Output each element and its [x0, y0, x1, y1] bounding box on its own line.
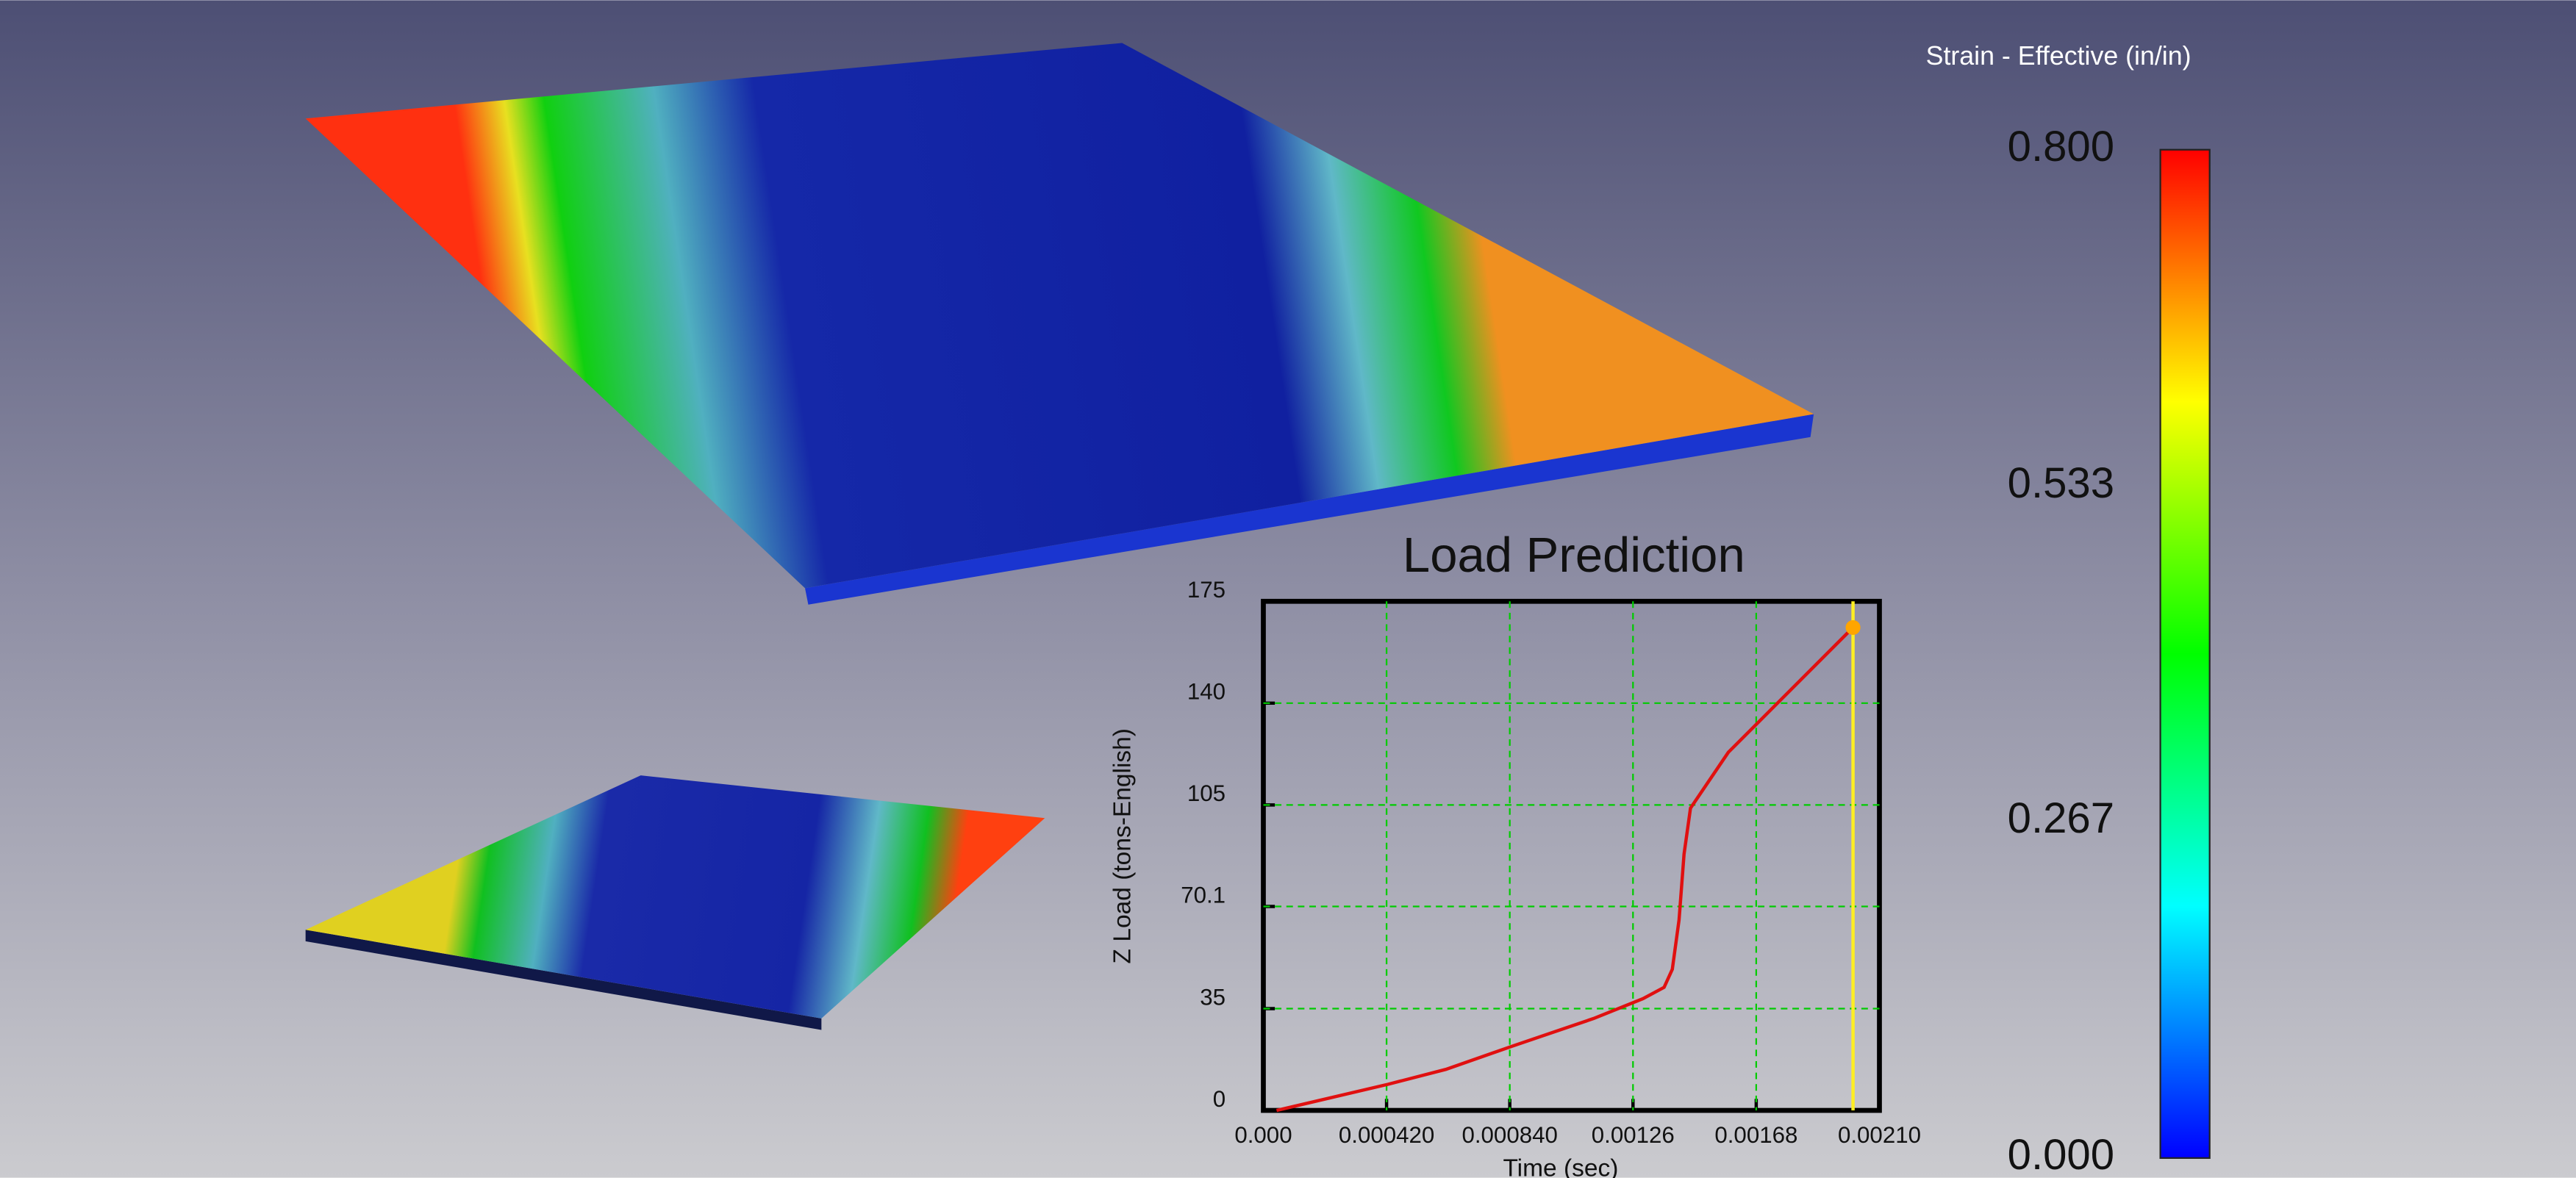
data-line	[1276, 626, 1855, 1113]
y-tick-label: 0	[1213, 1086, 1226, 1112]
y-tick-label: 35	[1200, 984, 1226, 1010]
colorbar-tick-label: 0.533	[2008, 459, 2114, 507]
y-tick-label: 105	[1187, 780, 1226, 806]
x-tick-label: 0.000840	[1461, 1122, 1557, 1148]
plate-side	[805, 414, 1814, 605]
y-tick-label: 175	[1187, 577, 1226, 603]
x-tick-label: 0.000420	[1339, 1122, 1434, 1148]
colorbar	[2159, 148, 2211, 1159]
plate-side	[305, 930, 822, 1030]
x-tick-label: 0.00168	[1714, 1122, 1797, 1148]
y-tick-label: 140	[1187, 679, 1226, 705]
y-tick-label: 70.1	[1181, 882, 1226, 908]
colorbar-tick-label: 0.000	[2008, 1131, 2114, 1178]
x-axis-label: Time (sec)	[1503, 1154, 1618, 1178]
current-point	[1845, 619, 1861, 635]
colorbar-tick-label: 0.267	[2008, 794, 2114, 842]
x-tick-label: 0.00126	[1592, 1122, 1675, 1148]
plot-area	[1261, 598, 1882, 1113]
x-tick-label: 0.00210	[1838, 1122, 1921, 1148]
x-tick-label: 0.000	[1234, 1122, 1292, 1148]
plate-top	[305, 43, 1814, 589]
y-axis-label: Z Load (tons-English)	[1109, 728, 1136, 963]
colorbar-tick-label: 0.800	[2008, 123, 2114, 170]
plate-bottom	[305, 775, 1045, 1019]
colorbar-title: Strain - Effective (in/in)	[1926, 41, 2192, 71]
chart-title: Load Prediction	[1403, 528, 1745, 583]
